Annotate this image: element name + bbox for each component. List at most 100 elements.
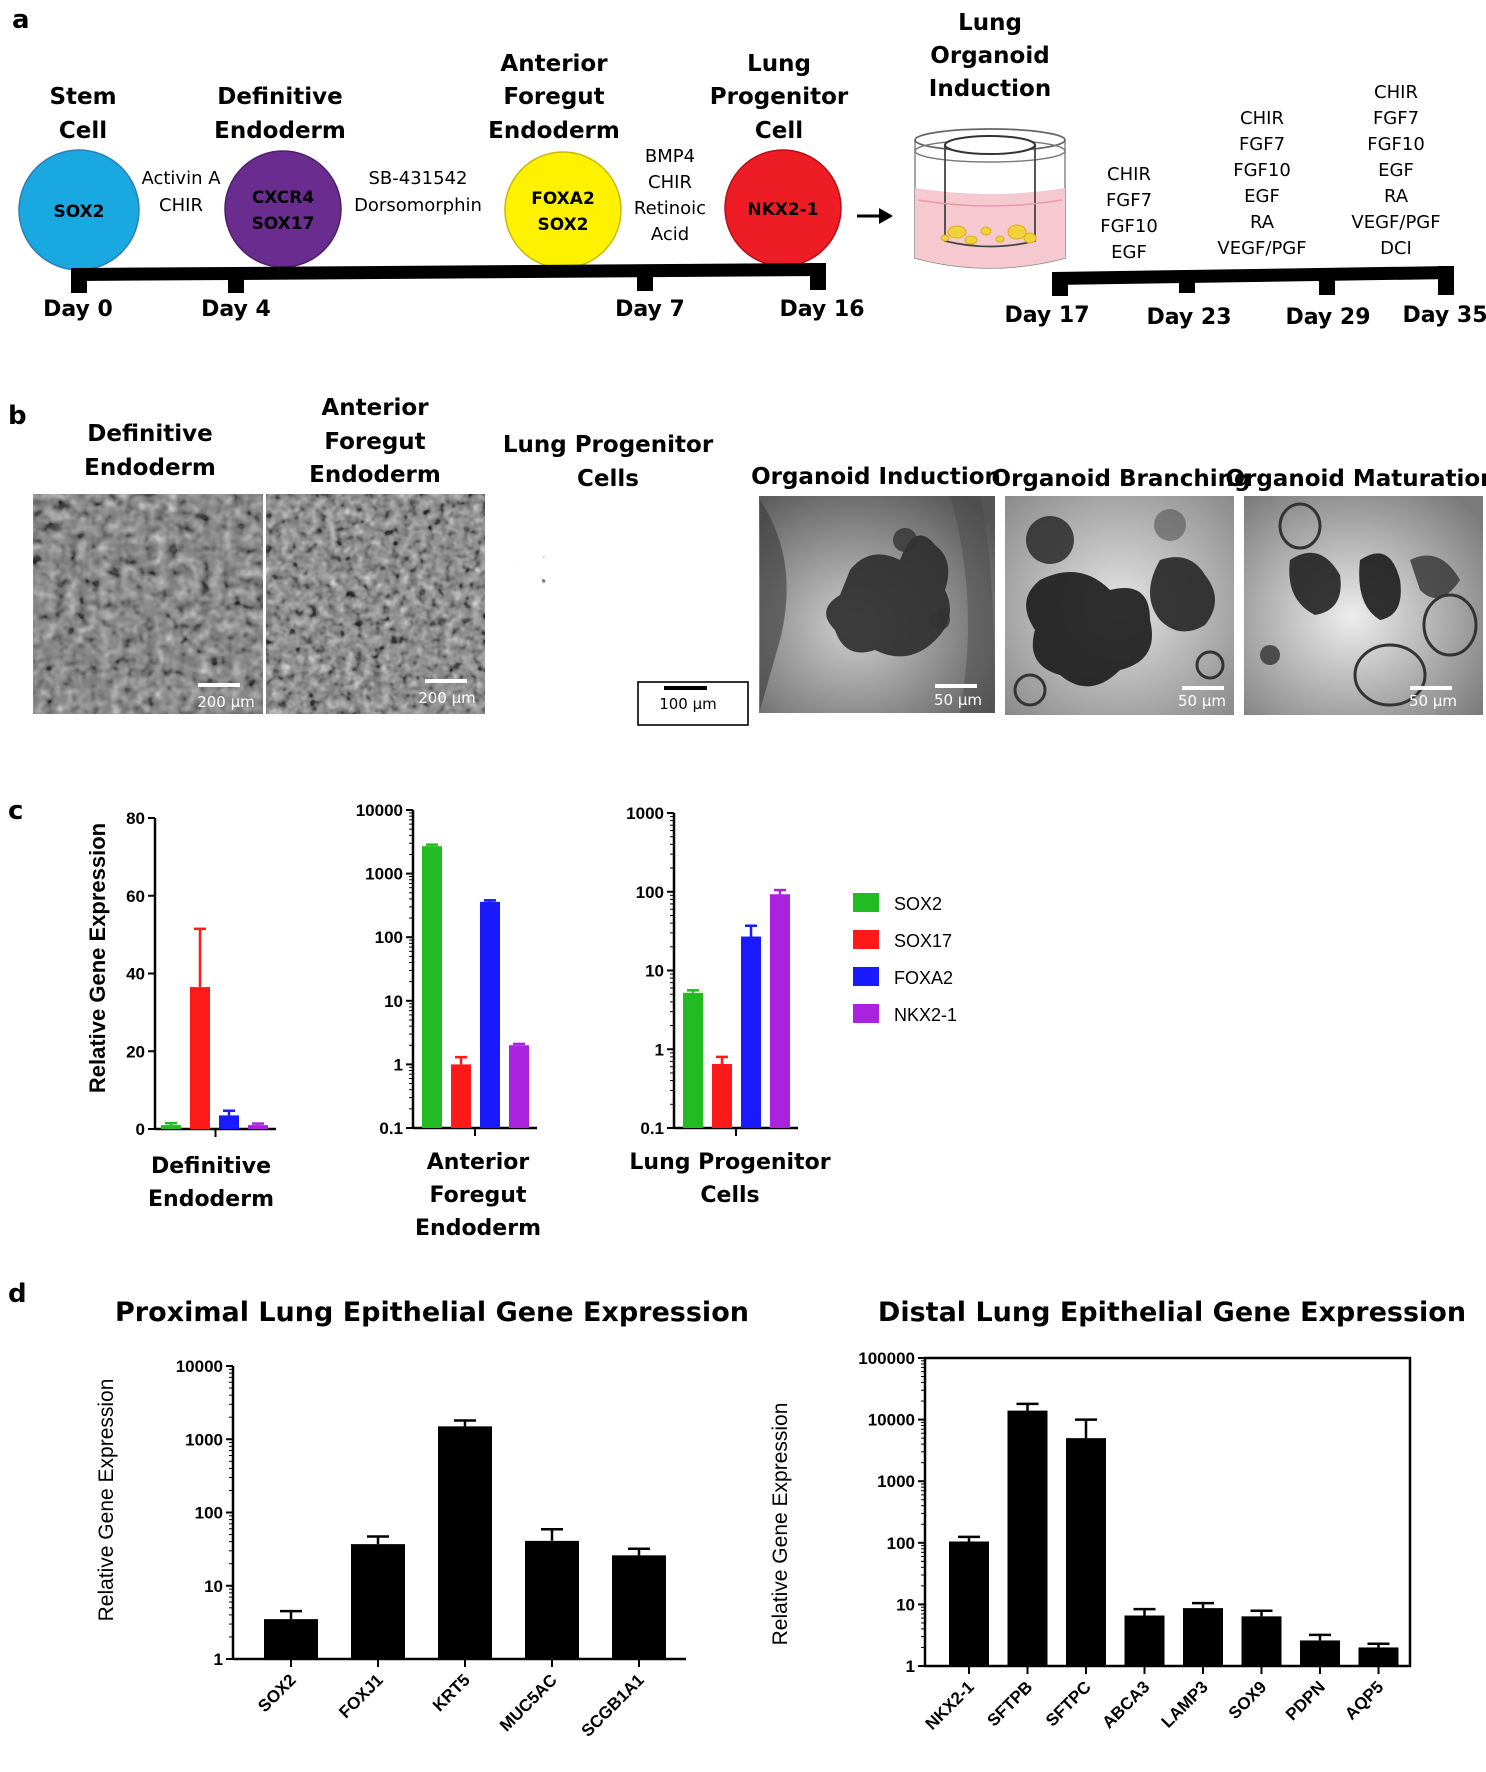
bar-proximal-muc5ac	[525, 1540, 579, 1659]
img-title-induction: Organoid Induction	[751, 464, 1001, 490]
img-title-lpc-2: Cells	[577, 466, 639, 492]
organoid-title-line3: Induction	[929, 76, 1051, 102]
factor-2-line1: SB-431542	[369, 168, 468, 189]
stage-title-afe-line2: Foregut	[503, 84, 604, 110]
stage-title-de-line1: Definitive	[217, 84, 342, 110]
marker-de-2: SOX17	[252, 214, 315, 234]
stage-title-lpc-line1: Lung	[747, 51, 811, 77]
marker-afe-1: FOXA2	[531, 189, 595, 209]
y-tick-label: 10	[204, 1577, 223, 1596]
tick-day-29	[1319, 272, 1335, 295]
x-tick-label-sftpb: SFTPB	[983, 1677, 1036, 1730]
bar-afe-foxa2	[480, 901, 500, 1128]
legend-swatch-foxa2	[853, 967, 879, 986]
org-factor-2-4: RA	[1250, 212, 1275, 233]
organoid-title-line2: Organoid	[930, 43, 1049, 69]
scale-bar-5	[1182, 686, 1224, 690]
panel-a: a Stem Cell Definitive Endoderm Anterior…	[12, 5, 1486, 330]
y-tick-label: 10000	[356, 801, 403, 820]
stage-title-lpc-line2: Progenitor	[710, 84, 849, 110]
group-label-lpc: Lung Progenitor	[629, 1150, 830, 1175]
factor-1-line2: CHIR	[159, 195, 203, 216]
img-title-afe-3: Endoderm	[309, 462, 441, 488]
bar-distal-pdpn	[1300, 1640, 1340, 1666]
day-label-4: Day 4	[201, 297, 271, 322]
y-tick-label: 10000	[868, 1411, 915, 1430]
y-tick-label: 100	[636, 883, 664, 902]
y-tick-label: 1	[394, 1055, 403, 1074]
bar-lpc-sox2	[683, 992, 703, 1128]
day-label-0: Day 0	[43, 297, 113, 322]
scale-text-1: 200 µm	[197, 693, 255, 711]
distal-ylabel: Relative Gene Expression	[769, 1403, 792, 1646]
y-tick-label: 10000	[176, 1357, 223, 1376]
bar-afe-sox2	[422, 846, 442, 1128]
scale-bar-2	[425, 679, 467, 683]
org-factor-3-1: FGF7	[1373, 108, 1419, 129]
chart-proximal: 1 10 100 1000 10000 SOX2 FOXJ1 KRT5 MUC5AC SCGB1A…	[176, 1357, 686, 1741]
micrograph-definitive-endoderm: 200 µm	[33, 494, 263, 714]
x-tick-label-scgb1a1: SCGB1A1	[578, 1670, 648, 1740]
factor-3-line1: BMP4	[645, 146, 695, 167]
org-factor-2-0: CHIR	[1240, 108, 1284, 129]
y-tick-label: 10	[645, 962, 664, 981]
y-tick-label: 100	[887, 1534, 915, 1553]
bar-distal-sftpb	[1007, 1410, 1048, 1666]
group-label-afe: Endoderm	[415, 1216, 541, 1241]
tick-day-0	[71, 268, 87, 293]
x-tick-label-abca3: ABCA3	[1098, 1677, 1153, 1732]
marker-afe-2: SOX2	[537, 215, 588, 235]
img-title-branching: Organoid Branching	[992, 466, 1251, 492]
y-tick-label: 100000	[858, 1349, 915, 1368]
group-label-lpc: Cells	[700, 1183, 759, 1208]
y-tick-label: 60	[126, 887, 145, 906]
tick-day-4	[228, 272, 244, 293]
org-factor-2-1: FGF7	[1239, 134, 1285, 155]
bar-lpc-foxa2	[741, 936, 761, 1128]
legend-swatch-sox2	[853, 893, 879, 912]
stage-title-afe-line3: Endoderm	[488, 118, 620, 144]
organoid-title-line1: Lung	[958, 10, 1022, 36]
scale-text-3: 100 µm	[659, 695, 717, 713]
x-tick-label-sox9: SOX9	[1225, 1677, 1271, 1723]
day-label-23: Day 23	[1146, 305, 1231, 330]
bar-afe-nkx2-1	[509, 1045, 529, 1128]
scale-bar-4	[935, 684, 977, 688]
org-factor-2-3: EGF	[1244, 186, 1280, 207]
legend-label-foxa2: FOXA2	[894, 968, 953, 988]
legend-label-nkx2-1: NKX2-1	[894, 1005, 957, 1025]
org-factor-1-3: EGF	[1111, 242, 1147, 263]
y-tick-label: 1	[214, 1650, 223, 1669]
x-tick-label-pdpn: PDPN	[1282, 1677, 1329, 1724]
org-factor-3-5: VEGF/PGF	[1351, 212, 1440, 233]
y-tick-label: 1000	[365, 865, 403, 884]
org-factor-1-2: FGF10	[1100, 216, 1158, 237]
legend-label-sox17: SOX17	[894, 931, 952, 951]
x-tick-label-sftpc: SFTPC	[1042, 1677, 1095, 1730]
stage-titles: Stem Cell Definitive Endoderm Anterior F…	[49, 51, 848, 144]
bar-distal-aqp5	[1358, 1647, 1399, 1666]
factor-3-line3: Retinoic	[634, 198, 706, 219]
bar-lpc-nkx2-1	[770, 894, 790, 1128]
bar-distal-lamp3	[1183, 1608, 1223, 1666]
org-factor-2-2: FGF10	[1233, 160, 1291, 181]
y-tick-label: 10	[896, 1595, 915, 1614]
differentiation-factors: Activin A CHIR SB-431542 Dorsomorphin BM…	[141, 146, 706, 245]
panel-a-letter: a	[12, 5, 30, 35]
timeline-left-bar	[78, 263, 824, 281]
x-tick-label-aqp5: AQP5	[1341, 1677, 1387, 1723]
timeline-right-bar	[1053, 266, 1452, 285]
panel-d-letter: d	[8, 1279, 27, 1309]
org-factor-3-6: DCI	[1380, 238, 1412, 259]
day-label-16: Day 16	[779, 297, 864, 322]
scale-text-2: 200 µm	[418, 689, 476, 707]
stage-circle-afe	[504, 151, 622, 269]
scale-text-6: 50 µm	[1409, 692, 1457, 710]
group-label-de: Definitive	[151, 1154, 271, 1179]
legend-swatch-nkx2-1	[853, 1004, 879, 1023]
tick-day-23	[1179, 272, 1195, 293]
bar-de-sox2	[161, 1125, 181, 1129]
stage-title-de-line2: Endoderm	[214, 118, 346, 144]
micrograph-organoid-branching: 50 µm	[1005, 496, 1234, 715]
plot-frame	[923, 1356, 1412, 1668]
